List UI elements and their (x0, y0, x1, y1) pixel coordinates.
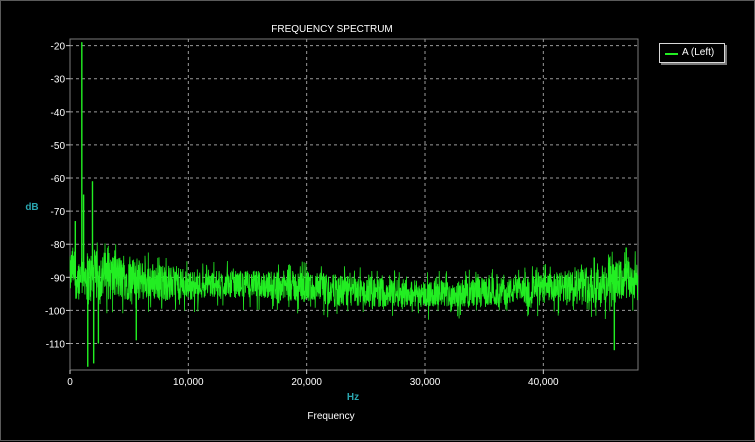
y-tick-label: -20 (51, 42, 66, 53)
x-tick-label: 10,000 (173, 377, 204, 388)
y-axis-label: dB (25, 202, 38, 213)
plot-area (69, 38, 639, 371)
x-tick-label: 40,000 (528, 377, 559, 388)
x-tick-label: 20,000 (291, 377, 322, 388)
y-tick-label: -100 (45, 306, 65, 317)
data-layer (69, 42, 639, 367)
y-tick-label: -40 (51, 108, 66, 119)
tick-layer: 0 10,000 20,000 30,000 40,000 -20 -30 -40 -50 -60… (45, 42, 559, 388)
y-tick-label: -80 (51, 240, 66, 251)
y-tick-label: -30 (51, 75, 66, 86)
legend[interactable]: A (Left) (659, 43, 725, 63)
y-tick-label: -70 (51, 207, 66, 218)
x-tick-label: 0 (67, 377, 73, 388)
chart-title: FREQUENCY SPECTRUM (271, 24, 393, 35)
legend-swatch (665, 53, 678, 55)
y-tick-label: -50 (51, 141, 66, 152)
x-axis-unit-label: Hz (347, 392, 359, 403)
y-tick-label: -110 (46, 340, 66, 351)
y-tick-label: -60 (51, 174, 66, 185)
y-tick-label: -90 (51, 273, 66, 284)
x-tick-label: 30,000 (410, 377, 441, 388)
legend-label-a-left: A (Left) (682, 47, 715, 58)
series-a-left-line (69, 42, 639, 367)
x-axis-label: Frequency (307, 411, 354, 422)
